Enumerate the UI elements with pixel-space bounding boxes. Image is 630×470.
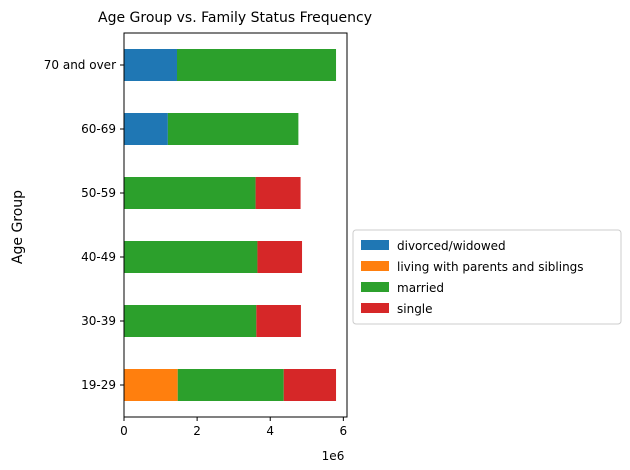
bar-30-39-married (124, 305, 257, 337)
x-tick-label: 2 (193, 424, 201, 438)
legend-label-divorced-widowed: divorced/widowed (397, 239, 506, 253)
y-tick-label: 70 and over (44, 58, 116, 72)
bar-60-69-married (167, 113, 299, 145)
x-tick-label: 6 (340, 424, 348, 438)
x-tick-label: 4 (266, 424, 274, 438)
legend-swatch-married (361, 282, 389, 292)
chart-title: Age Group vs. Family Status Frequency (98, 10, 372, 26)
bar-50-59-single (255, 177, 301, 209)
y-tick-label: 30-39 (81, 314, 116, 328)
x-offset-label: 1e6 (322, 449, 345, 463)
y-tick-label: 19-29 (81, 378, 116, 392)
x-tick-label: 0 (120, 424, 128, 438)
bar-50-59-married (124, 177, 256, 209)
bar-40-49-single (257, 241, 303, 273)
bar-19-29-married (177, 369, 284, 401)
bar-40-49-married (124, 241, 258, 273)
bar-60-69-divorced-widowed (124, 113, 168, 145)
legend-swatch-single (361, 303, 389, 313)
legend-swatch-divorced-widowed (361, 240, 389, 250)
y-tick-label: 50-59 (81, 186, 116, 200)
y-tick-label: 60-69 (81, 122, 116, 136)
bars-group (124, 49, 337, 401)
bar-19-29-single (283, 369, 337, 401)
legend-frame (352, 229, 622, 325)
legend: divorced/widowed living with parents and … (352, 229, 622, 325)
axes-group: 19-29 30-39 40-49 50-59 60-69 70 and over 0 2 4 6 (44, 32, 348, 438)
bar-30-39-single (256, 305, 301, 337)
y-axis-label: Age Group (10, 190, 26, 264)
bar-19-29-living-with-parents-and-siblings (124, 369, 178, 401)
legend-label-married: married (397, 281, 444, 295)
legend-label-single: single (397, 302, 433, 316)
legend-label-living-with-parents-and-siblings: living with parents and siblings (397, 260, 584, 274)
bar-70-and-over-married (177, 49, 337, 81)
plot-frame (123, 32, 348, 418)
legend-swatch-living-with-parents-and-siblings (361, 261, 389, 271)
y-tick-label: 40-49 (81, 250, 116, 264)
bar-70-and-over-divorced-widowed (124, 49, 178, 81)
